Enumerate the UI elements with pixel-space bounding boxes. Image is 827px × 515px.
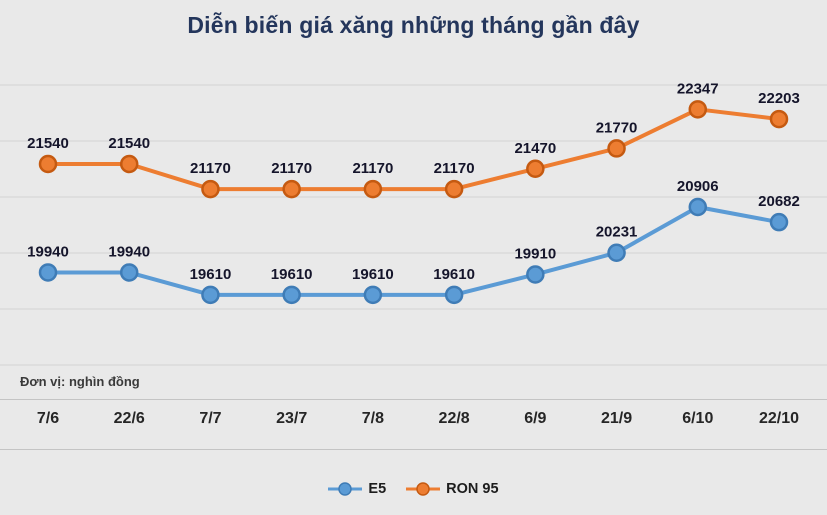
- data-label: 22203: [758, 90, 800, 107]
- data-label: 21770: [596, 119, 638, 136]
- x-axis-label: 22/8: [438, 410, 470, 427]
- data-point-marker: [444, 179, 464, 199]
- x-axis-label: 6/9: [524, 410, 547, 427]
- data-point-marker: [119, 263, 139, 282]
- x-axis-label: 23/7: [276, 410, 308, 427]
- data-point-marker: [444, 285, 464, 305]
- data-label: 19610: [190, 266, 232, 283]
- x-axis-label: 7/7: [199, 410, 222, 427]
- data-point-marker: [119, 154, 139, 174]
- x-axis-label: 7/6: [36, 410, 60, 427]
- data-label: 19610: [433, 266, 475, 283]
- legend-item-e5: E5: [328, 481, 386, 497]
- data-point-marker: [526, 265, 545, 284]
- data-label: 19940: [108, 243, 150, 260]
- line-chart: 19940 19940 19610 19610 19610 19610 19910 20231…: [0, 80, 827, 366]
- data-label: 22347: [677, 80, 719, 97]
- data-point-marker: [38, 263, 58, 282]
- data-label: 21540: [27, 135, 69, 152]
- series-line-ron95: [46, 107, 781, 192]
- x-axis-label: 22/10: [758, 410, 800, 427]
- data-label: 21540: [108, 135, 150, 152]
- divider: [0, 399, 827, 400]
- legend-item-ron95: RON 95: [406, 481, 499, 497]
- data-point-marker: [38, 154, 58, 174]
- data-point-marker: [201, 179, 220, 199]
- x-axis-label: 22/6: [113, 410, 145, 427]
- x-axis-label: 21/9: [600, 410, 633, 427]
- legend-marker-icon: [328, 482, 363, 496]
- legend-marker-icon: [406, 482, 441, 496]
- data-point-marker: [607, 243, 626, 262]
- x-axis: 7/6 22/6 7/7 23/7 7/8 22/8 6/9 21/9 6/10 22/10: [0, 410, 827, 438]
- data-label: 19610: [352, 266, 394, 283]
- data-point-marker: [282, 179, 301, 199]
- data-label: 20231: [596, 224, 638, 241]
- data-point-marker: [769, 109, 789, 129]
- series-line-e5: [46, 204, 781, 297]
- data-label: 21470: [514, 140, 556, 157]
- legend-label: RON 95: [446, 481, 499, 497]
- legend-label: E5: [368, 481, 387, 497]
- data-point-marker: [607, 139, 626, 158]
- data-label: 20682: [758, 193, 800, 210]
- unit-note: Đơn vị: nghìn đồng: [20, 374, 140, 389]
- data-point-marker: [363, 285, 383, 305]
- divider: [0, 449, 827, 450]
- data-point-marker: [688, 100, 708, 119]
- data-label: 21170: [190, 160, 231, 177]
- data-point-marker: [526, 159, 545, 179]
- data-point-marker: [282, 285, 301, 305]
- data-point-marker: [688, 197, 708, 217]
- data-label: 21170: [271, 160, 312, 177]
- chart-title: Diễn biến giá xăng những tháng gần đây: [187, 12, 640, 38]
- data-point-marker: [201, 285, 220, 305]
- data-point-marker: [769, 212, 789, 232]
- x-axis-label: 7/8: [361, 410, 384, 427]
- legend: E5 RON 95: [0, 474, 827, 504]
- data-label: 19940: [27, 243, 69, 260]
- x-axis-label: 6/10: [682, 410, 714, 427]
- data-label: 19910: [514, 245, 556, 262]
- data-label: 19610: [271, 266, 313, 283]
- data-label: 21170: [434, 160, 475, 177]
- data-point-marker: [363, 179, 383, 199]
- data-label: 21170: [352, 160, 393, 177]
- data-label: 20906: [677, 178, 719, 195]
